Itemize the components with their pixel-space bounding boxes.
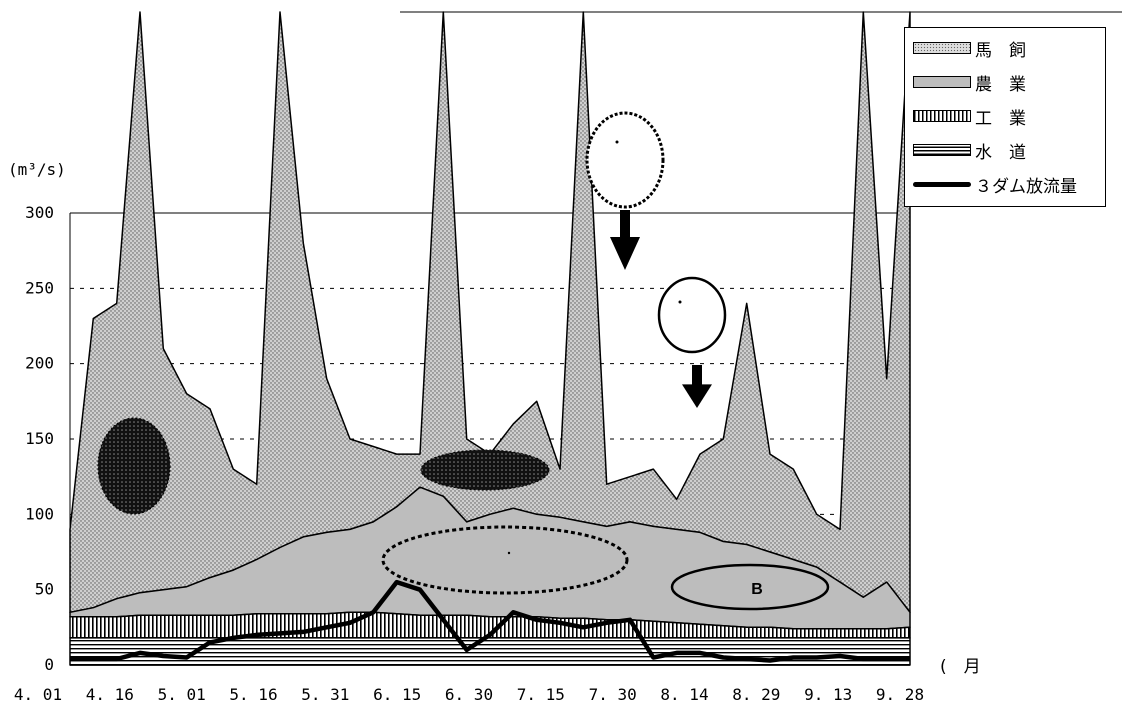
legend-swatch-hstripe (913, 144, 971, 156)
x-tick-label: 6. 30 (445, 685, 493, 704)
dot-marker (615, 140, 619, 144)
x-tick-label: 7. 15 (517, 685, 565, 704)
stacked-areas (69, 11, 911, 666)
arrow-icon (610, 237, 640, 270)
legend-label: 工 業 (975, 108, 1026, 129)
blob-annotation (420, 449, 550, 491)
y-tick-label: 250 (25, 278, 54, 297)
x-tick-label: 8. 29 (732, 685, 780, 704)
legend-swatch-vstripe (913, 110, 971, 122)
legend-label: ３ダム放流量 (975, 176, 1077, 197)
x-tick-label: 5. 31 (301, 685, 349, 704)
arrow-icon (692, 365, 702, 387)
x-tick-label: 5. 01 (158, 685, 206, 704)
solid-circle (657, 276, 727, 354)
ellipse-b-label: B (751, 581, 763, 598)
x-tick-label: 4. 16 (86, 685, 134, 704)
legend-item-suido: 水 道 (913, 136, 1026, 164)
y-tick-labels: 0 50 100 150 200 250 300 (25, 203, 54, 674)
legend-swatch-dotted (913, 42, 971, 54)
legend-label: 水 道 (975, 142, 1026, 163)
x-tick-label: 4. 01 (14, 685, 62, 704)
x-tick-label: 6. 15 (373, 685, 421, 704)
y-tick-label: 100 (25, 504, 54, 523)
legend-item-nogyo: 農 業 (913, 68, 1026, 96)
y-tick-label: 0 (44, 655, 54, 674)
y-tick-label: 200 (25, 354, 54, 373)
annotations: B (97, 111, 830, 611)
arrow-icon (682, 384, 712, 408)
legend-swatch-gray (913, 76, 971, 88)
legend-swatch-line (913, 181, 971, 187)
x-tick-label: 8. 14 (660, 685, 708, 704)
dashed-ellipse (381, 525, 629, 595)
axes (69, 11, 1122, 666)
legend: 馬 飼 農 業 工 業 水 道 ３ダム放流量 (904, 27, 1106, 207)
dot-marker (678, 300, 682, 304)
legend-label: 馬 飼 (975, 40, 1026, 61)
x-unit-label: ( 月 (940, 657, 981, 677)
y-tick-label: 150 (25, 429, 54, 448)
x-tick-label: 9. 28 (876, 685, 924, 704)
x-tick-label: 7. 30 (589, 685, 637, 704)
y-tick-label: 300 (25, 203, 54, 222)
dam-release-line (70, 579, 910, 663)
ellipse-b (670, 563, 830, 611)
x-tick-labels: 4. 01 4. 16 5. 01 5. 16 5. 31 6. 15 6. 30 7. 15… (14, 685, 924, 704)
arrow-icon (620, 210, 630, 240)
legend-item-bashi: 馬 飼 (913, 34, 1026, 62)
x-tick-label: 9. 13 (804, 685, 852, 704)
y-tick-label: 50 (35, 580, 54, 599)
legend-label: 農 業 (975, 74, 1026, 95)
x-tick-label: 5. 16 (229, 685, 277, 704)
dashed-circle (585, 111, 665, 209)
legend-item-dam-release: ３ダム放流量 (913, 170, 1077, 198)
legend-item-kogyo: 工 業 (913, 102, 1026, 130)
y-unit-label: (m³/s) (8, 160, 66, 179)
blob-annotation (97, 417, 171, 515)
dot-marker (507, 551, 511, 555)
